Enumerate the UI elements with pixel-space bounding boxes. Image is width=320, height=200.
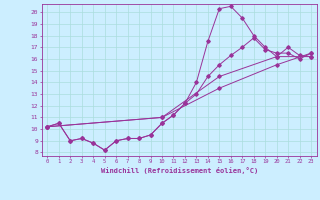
X-axis label: Windchill (Refroidissement éolien,°C): Windchill (Refroidissement éolien,°C) bbox=[100, 167, 258, 174]
